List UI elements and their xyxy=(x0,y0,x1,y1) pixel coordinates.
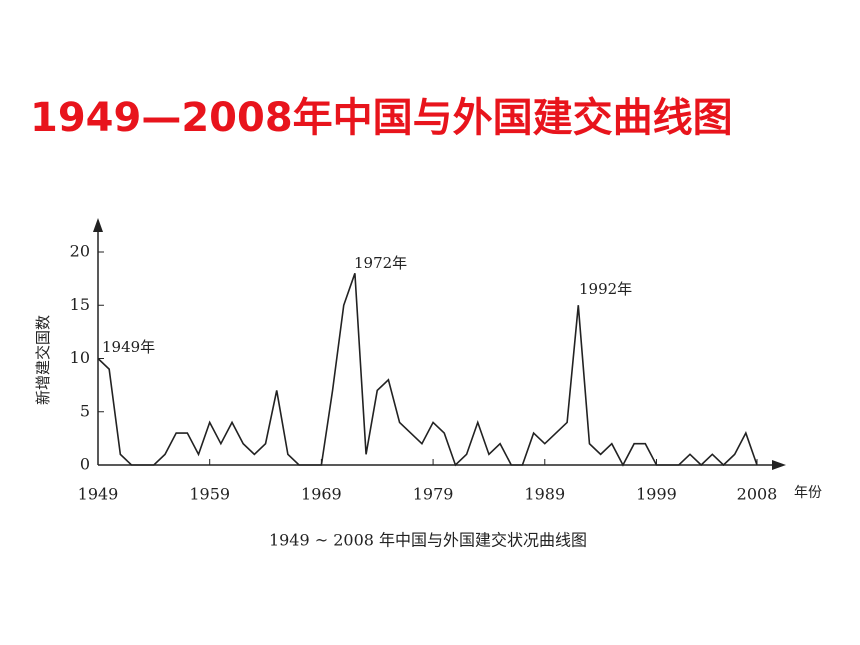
x-tick-label: 1979 xyxy=(413,485,454,504)
data-line xyxy=(97,273,758,467)
x-tick-label: 1959 xyxy=(189,485,230,504)
x-tick-label: 2008 xyxy=(737,485,778,504)
slide-title: 1949—2008年中国与外国建交曲线图 xyxy=(30,95,733,141)
x-axis-arrow xyxy=(772,460,786,470)
x-axis-title: 年份 xyxy=(794,485,822,501)
x-tick-label: 1949 xyxy=(78,485,119,504)
y-axis-arrow xyxy=(93,218,103,232)
y-tick-label: 10 xyxy=(70,348,90,367)
y-tick-label: 0 xyxy=(80,455,90,474)
y-tick-label: 5 xyxy=(80,401,90,420)
annotation: 1949年 xyxy=(102,338,155,356)
x-tick-label: 1969 xyxy=(301,485,342,504)
y-axis-title: 新增建交国数 xyxy=(34,315,52,405)
y-tick-label: 20 xyxy=(70,242,90,261)
x-tick-label: 1989 xyxy=(524,485,565,504)
chart-caption: 1949 ~ 2008 年中国与外国建交状况曲线图 xyxy=(269,531,587,550)
annotation: 1972年 xyxy=(354,254,407,272)
y-tick-label: 15 xyxy=(70,295,90,314)
annotation: 1992年 xyxy=(579,280,632,298)
x-tick-label: 1999 xyxy=(636,485,677,504)
